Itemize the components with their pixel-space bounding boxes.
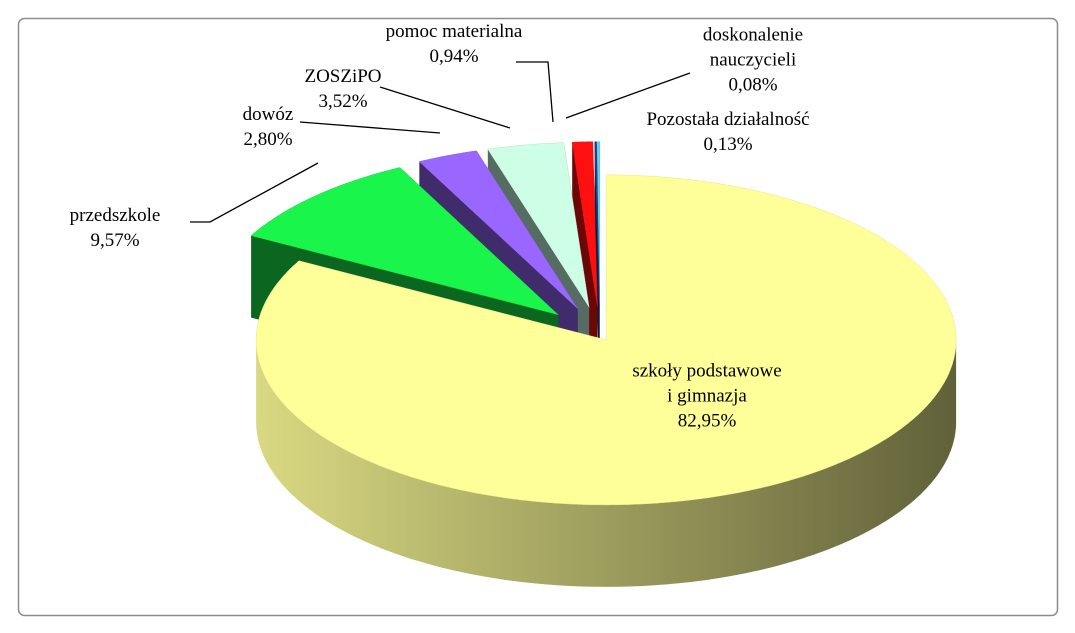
- category-label: doskonalenie nauczycieli: [702, 24, 804, 71]
- category-label: ZOSZiPO: [304, 66, 382, 87]
- value-label: 82,95%: [677, 410, 737, 432]
- leader-line: [379, 86, 511, 129]
- leader-line: [190, 162, 319, 223]
- slice: [255, 174, 957, 506]
- slices: [250, 141, 957, 587]
- slice-label: ZOSZiPO 3,52%: [304, 64, 381, 114]
- category-label: Pozostała działalność: [646, 109, 810, 130]
- slice: [487, 142, 590, 308]
- leader-line: [299, 121, 441, 134]
- category-label: pomoc materialna: [385, 21, 523, 42]
- slice: [596, 141, 601, 307]
- value-label: 9,57%: [90, 230, 140, 251]
- value-label: 0,94%: [429, 46, 479, 67]
- category-label: szkoły podstawowe i gimnazja: [632, 360, 782, 407]
- slice: [571, 141, 598, 307]
- slice: [594, 141, 600, 307]
- slice-label: Pozostała działalność 0,13%: [646, 107, 809, 157]
- slice-wall: [256, 339, 957, 587]
- value-label: 0,13%: [703, 134, 753, 155]
- slice-label: szkoły podstawowe i gimnazja 82,95%: [632, 359, 781, 434]
- slice-label: przedszkole 9,57%: [70, 203, 161, 253]
- slice-label: doskonalenie nauczycieli 0,08%: [703, 23, 803, 98]
- category-label: przedszkole: [69, 205, 161, 226]
- leader-line: [516, 61, 554, 123]
- slice-side: [594, 141, 600, 389]
- slice-label: dowóz 2,80%: [243, 102, 294, 152]
- category-label: dowóz: [242, 104, 294, 125]
- slice-side: [572, 142, 598, 389]
- value-label: 3,52%: [318, 91, 368, 112]
- slice-label: pomoc materialna 0,94%: [386, 19, 523, 69]
- value-label: 2,80%: [243, 129, 293, 150]
- slice: [418, 150, 578, 309]
- leader-line: [565, 72, 691, 119]
- value-label: 0,08%: [728, 74, 778, 96]
- slice: [250, 167, 559, 315]
